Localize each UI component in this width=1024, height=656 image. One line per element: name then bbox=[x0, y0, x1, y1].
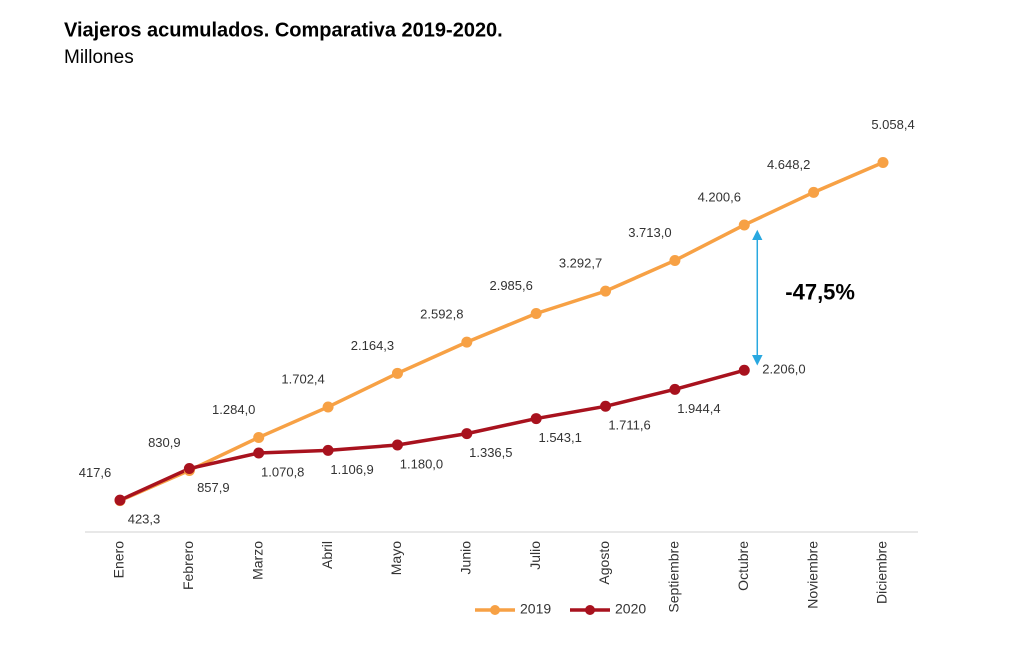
data-label: 1.702,4 bbox=[281, 371, 324, 386]
x-tick-label: Septiembre bbox=[666, 541, 682, 613]
data-point bbox=[669, 383, 681, 395]
data-label: 5.058,4 bbox=[871, 117, 914, 132]
data-point bbox=[600, 285, 612, 297]
data-label: 1.106,9 bbox=[330, 462, 373, 477]
chart-subtitle: Millones bbox=[64, 47, 134, 68]
data-point bbox=[530, 307, 542, 319]
series-line bbox=[119, 368, 745, 502]
x-tick-label: Febrero bbox=[180, 541, 196, 590]
data-label: 2.206,0 bbox=[762, 362, 805, 377]
x-tick-label: Octubre bbox=[735, 541, 751, 591]
x-tick-label: Mayo bbox=[388, 541, 404, 575]
data-point bbox=[669, 254, 681, 266]
legend-marker bbox=[585, 605, 595, 615]
data-label: 3.292,7 bbox=[559, 256, 602, 271]
data-label: 1.543,1 bbox=[538, 430, 581, 445]
data-label: 4.648,2 bbox=[767, 157, 810, 172]
data-point bbox=[738, 364, 750, 376]
data-label: 2.985,6 bbox=[489, 278, 532, 293]
data-label: 1.711,6 bbox=[608, 418, 650, 433]
x-tick-label: Noviembre bbox=[804, 541, 820, 609]
data-point bbox=[461, 428, 473, 440]
x-tick-label: Abril bbox=[319, 541, 335, 569]
legend-marker bbox=[490, 605, 500, 615]
data-point bbox=[114, 494, 126, 506]
x-tick-label: Diciembre bbox=[874, 541, 890, 604]
data-point bbox=[530, 413, 542, 425]
data-label: 423,3 bbox=[128, 512, 161, 527]
data-point bbox=[877, 156, 889, 168]
data-point bbox=[183, 462, 195, 474]
data-label: 1.284,0 bbox=[212, 402, 255, 417]
chart-title: Viajeros acumulados. Comparativa 2019-20… bbox=[64, 19, 503, 41]
data-point bbox=[253, 447, 265, 459]
series-line bbox=[119, 160, 884, 503]
annotation: -47,5% bbox=[785, 279, 855, 304]
x-tick-label: Marzo bbox=[249, 541, 265, 580]
data-label: 1.070,8 bbox=[261, 464, 304, 479]
data-label: 3.713,0 bbox=[628, 225, 671, 240]
data-point bbox=[600, 400, 612, 412]
data-point bbox=[322, 444, 334, 456]
data-label: 4.200,6 bbox=[698, 189, 741, 204]
data-point bbox=[738, 219, 750, 231]
data-point bbox=[253, 431, 265, 443]
data-point bbox=[461, 336, 473, 348]
legend-label: 2019 bbox=[520, 601, 551, 617]
data-label: 417,6 bbox=[79, 465, 112, 480]
data-point bbox=[322, 401, 334, 413]
data-point bbox=[391, 439, 403, 451]
x-tick-label: Junio bbox=[458, 541, 474, 575]
data-label: 857,9 bbox=[197, 480, 230, 495]
data-point bbox=[391, 367, 403, 379]
data-label: 1.336,5 bbox=[469, 445, 512, 460]
data-label: 2.592,8 bbox=[420, 307, 463, 322]
x-tick-label: Enero bbox=[111, 541, 127, 579]
data-point bbox=[808, 186, 820, 198]
data-label: 2.164,3 bbox=[351, 338, 394, 353]
data-label: 1.180,0 bbox=[400, 456, 443, 471]
data-label: 1.944,4 bbox=[677, 401, 720, 416]
legend-label: 2020 bbox=[615, 601, 646, 617]
data-label: 830,9 bbox=[148, 435, 181, 450]
x-tick-label: Julio bbox=[527, 541, 543, 570]
x-tick-label: Agosto bbox=[596, 541, 612, 585]
